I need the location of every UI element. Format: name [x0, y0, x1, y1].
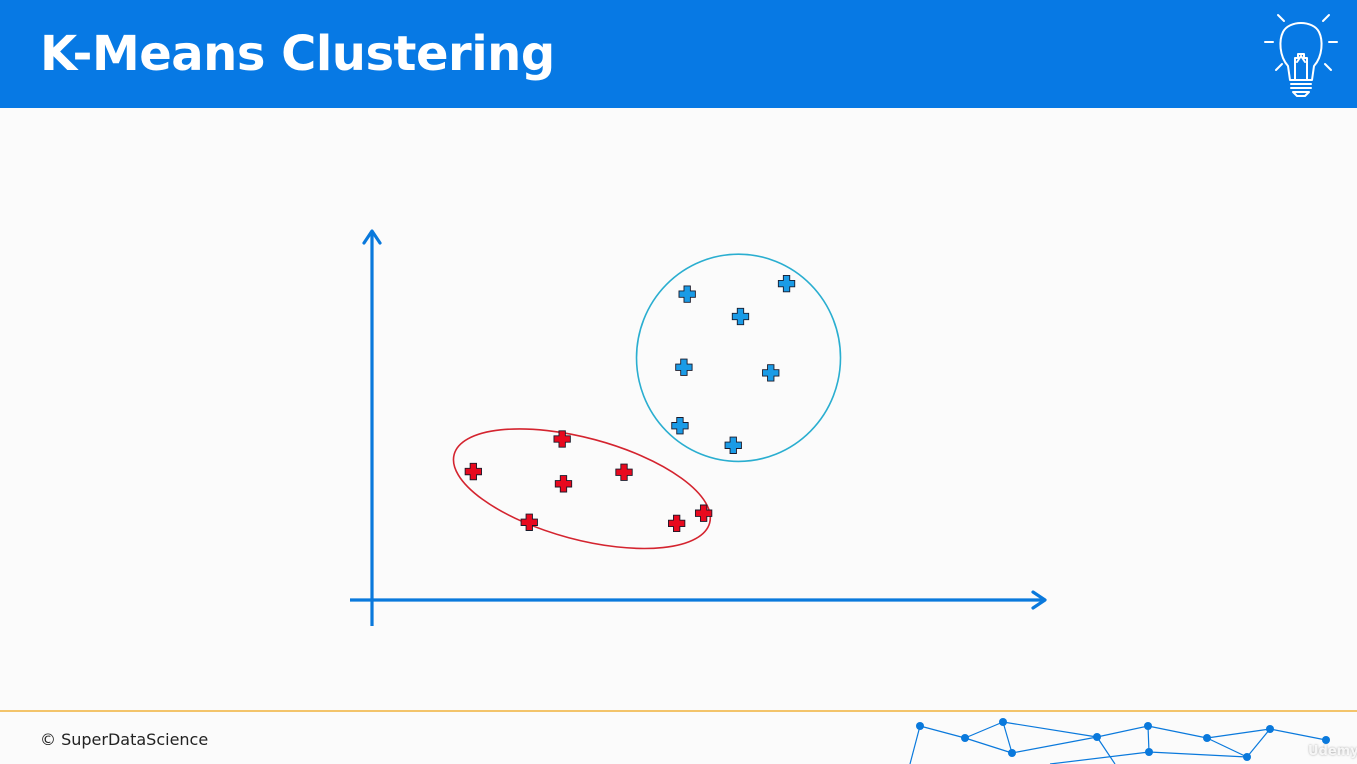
cluster-outlines: [452, 253, 842, 550]
footer-divider: [0, 710, 1357, 712]
data-points: [464, 274, 796, 532]
data-point-s1-3: [554, 475, 573, 493]
data-point-s2-6: [671, 417, 689, 435]
title-bar: K-Means Clustering: [0, 0, 1357, 108]
data-point-s2-5: [762, 364, 780, 382]
data-point-s1-4: [615, 463, 633, 481]
cluster-outline-1: [452, 428, 712, 550]
data-point-s2-4: [675, 358, 693, 376]
cluster-outline-2: [635, 253, 842, 463]
network-graphic-icon: [909, 718, 1330, 764]
data-point-s1-2: [553, 430, 571, 448]
copyright-text: © SuperDataScience: [40, 730, 209, 749]
lightbulb-icon: [1264, 14, 1338, 97]
data-point-s2-2: [777, 274, 796, 293]
data-point-s1-5: [520, 513, 538, 531]
data-point-s1-6: [668, 514, 686, 532]
x-axis: [350, 590, 1047, 610]
y-axis: [362, 229, 382, 626]
data-point-s2-7: [724, 436, 742, 454]
slide-title: K-Means Clustering: [40, 26, 555, 82]
udemy-watermark: Udemy: [1308, 744, 1357, 759]
data-point-s2-3: [731, 307, 750, 326]
data-point-s1-7: [694, 504, 713, 522]
data-point-s2-1: [678, 285, 696, 303]
data-point-s1-1: [464, 462, 482, 481]
